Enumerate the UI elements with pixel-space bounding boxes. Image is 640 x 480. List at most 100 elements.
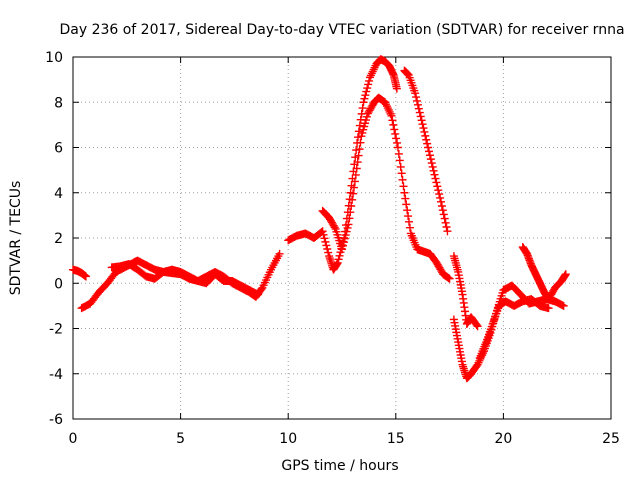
data-point	[355, 145, 364, 154]
data-point	[392, 134, 401, 143]
data-point	[318, 227, 327, 236]
data-point	[443, 227, 452, 236]
data-point	[340, 234, 349, 243]
x-tick-label: 20	[494, 431, 512, 447]
data-point	[411, 89, 420, 98]
data-point	[435, 190, 444, 199]
data-point	[394, 149, 403, 158]
data-point	[437, 202, 446, 211]
data-point	[353, 133, 362, 142]
data-point	[440, 214, 449, 223]
data-point	[405, 217, 414, 226]
data-point	[561, 270, 570, 279]
data-point	[330, 223, 339, 232]
data-point	[434, 186, 443, 195]
data-point	[351, 153, 360, 162]
data-point	[383, 104, 392, 113]
data-point	[425, 151, 434, 160]
data-point	[350, 177, 359, 186]
data-point	[359, 98, 368, 107]
y-tick-label: 0	[54, 276, 63, 292]
data-point	[430, 170, 439, 179]
data-point	[365, 76, 374, 85]
data-point	[254, 290, 263, 299]
data-point	[362, 87, 371, 96]
data-point	[358, 104, 367, 113]
data-point	[421, 131, 430, 140]
data-point	[427, 159, 436, 168]
x-tick-label: 10	[279, 431, 297, 447]
data-point	[363, 84, 372, 93]
data-point	[321, 237, 330, 246]
series-arc-7	[449, 252, 482, 331]
data-point	[351, 170, 360, 179]
x-tick-label: 0	[69, 431, 78, 447]
tick-labels: 0 5 10 15 20 25 -6 -4 -2 0 2 4 6 8 10	[45, 50, 620, 447]
data-point	[368, 67, 377, 76]
data-point	[399, 182, 408, 191]
y-tick-label: 6	[54, 141, 63, 157]
data-point	[400, 188, 409, 197]
data-point	[433, 182, 442, 191]
data-point	[385, 107, 394, 116]
data-point	[322, 241, 331, 250]
data-point	[387, 111, 396, 120]
data-point	[436, 193, 445, 202]
data-point	[429, 166, 438, 175]
y-tick-label: 10	[45, 50, 63, 66]
data-point	[353, 158, 362, 167]
data-point	[442, 223, 451, 232]
series-arc-5	[318, 93, 454, 283]
data-point	[559, 301, 568, 310]
data-point	[438, 206, 447, 215]
plot-frame	[72, 56, 612, 420]
y-tick-label: 4	[54, 186, 63, 202]
data-point	[352, 164, 361, 173]
y-tick-label: -4	[49, 367, 63, 383]
y-tick-label: -2	[49, 322, 63, 338]
data-point	[473, 360, 482, 369]
data-point	[396, 162, 405, 171]
data-point	[413, 100, 422, 109]
data-point	[333, 258, 342, 267]
data-point	[401, 194, 410, 203]
series-arc-9	[475, 295, 553, 362]
data-point	[339, 238, 348, 247]
data-point	[348, 195, 357, 204]
data-point	[398, 175, 407, 184]
data-point	[386, 109, 395, 118]
data-point	[323, 244, 332, 253]
y-axis-label: SDTVAR / TECUs	[8, 181, 24, 296]
data-point	[393, 143, 402, 152]
series-arc-4	[284, 55, 401, 274]
data-point	[425, 147, 434, 156]
data-point	[426, 155, 435, 164]
data-point	[381, 100, 390, 109]
data-point	[432, 178, 441, 187]
data-point	[354, 151, 363, 160]
data-point	[355, 121, 364, 130]
data-point	[405, 223, 414, 232]
data-point	[392, 84, 401, 93]
data-point	[338, 241, 347, 250]
series-arc-2	[77, 249, 284, 313]
data-point	[338, 245, 346, 254]
data-point	[365, 73, 374, 82]
data-point	[341, 231, 350, 240]
x-tick-label: 5	[176, 431, 185, 447]
data-point	[436, 197, 445, 206]
data-point	[424, 143, 433, 152]
data-point	[472, 320, 481, 329]
data-point	[420, 127, 429, 136]
data-point	[418, 120, 427, 129]
data-point	[419, 124, 428, 133]
data-point	[390, 125, 399, 134]
data-point	[389, 120, 398, 129]
series-arc-3	[107, 260, 263, 299]
data-point	[439, 210, 448, 219]
data-point	[334, 255, 343, 264]
data-point	[364, 80, 373, 89]
data-point	[397, 169, 406, 178]
x-tick-label: 25	[602, 431, 620, 447]
